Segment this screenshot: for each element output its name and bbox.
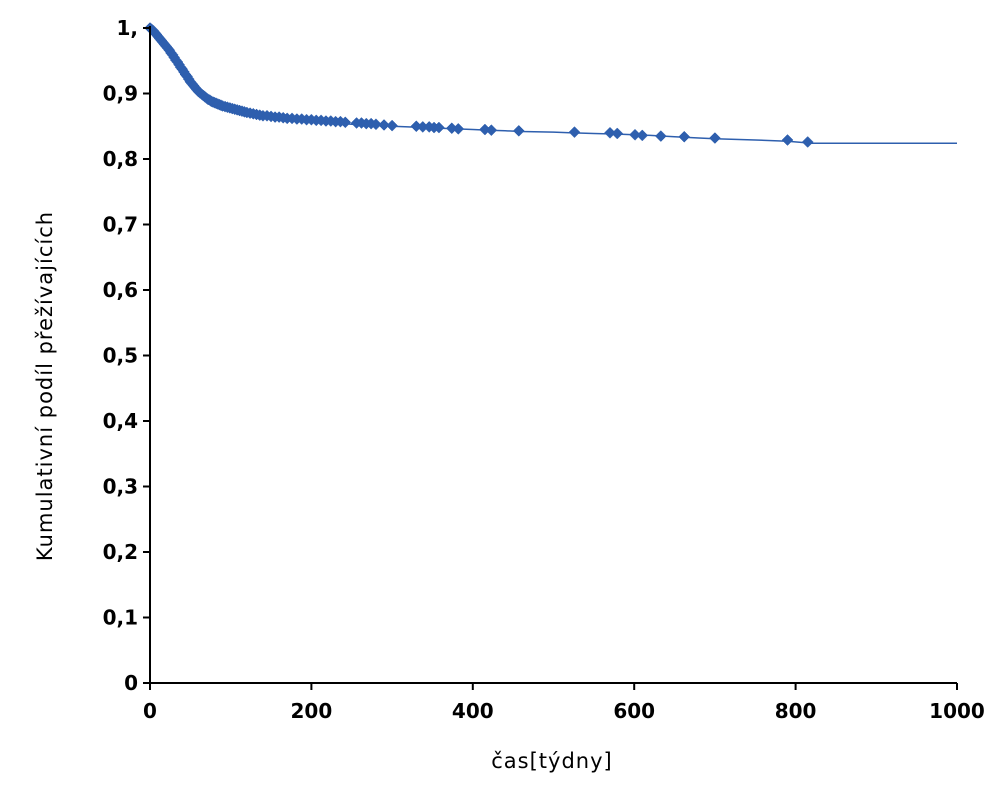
y-tick-label: 0,2	[103, 540, 138, 564]
data-point-marker	[568, 126, 581, 138]
data-point-marker	[629, 128, 641, 141]
data-point-marker	[611, 127, 624, 140]
y-axis-ticks: 0 0,1 0,2 0,3 0,4 0,5 0,6 0,7 0,8 0,9 1,	[103, 16, 150, 695]
y-tick-label: 0,1	[103, 606, 138, 630]
y-tick-label: 0,7	[103, 213, 138, 237]
data-point-marker	[678, 130, 691, 143]
x-tick-label: 800	[775, 699, 817, 723]
x-tick-label: 0	[143, 699, 157, 723]
data-layer	[144, 22, 957, 148]
y-tick-label: 0,5	[103, 344, 138, 368]
data-point-marker	[370, 118, 382, 131]
data-point-marker	[781, 134, 794, 146]
x-tick-label: 600	[613, 699, 655, 723]
x-axis-ticks: 0 200 400 600 800 1000	[143, 683, 985, 723]
axis-layer	[149, 26, 957, 684]
y-tick-label: 1,	[116, 16, 138, 40]
x-tick-label: 1000	[929, 699, 985, 723]
y-tick-label: 0	[124, 671, 138, 695]
data-point-marker	[339, 116, 352, 129]
y-axis-title: Kumulativní podíl přežívajících	[33, 211, 57, 561]
y-tick-label: 0,3	[103, 475, 138, 499]
data-point-marker	[378, 119, 390, 131]
data-point-marker	[485, 124, 498, 137]
data-point-marker	[709, 132, 721, 144]
y-tick-label: 0,4	[103, 409, 138, 433]
data-point-marker	[654, 130, 667, 142]
x-tick-label: 200	[291, 699, 333, 723]
data-point-marker	[636, 129, 649, 142]
y-tick-label: 0,6	[103, 278, 138, 302]
survival-curve-line	[149, 27, 957, 145]
data-point-marker	[801, 136, 814, 148]
y-tick-label: 0,9	[103, 82, 138, 106]
x-axis-title: čas[týdny]	[491, 749, 612, 773]
data-point-marker	[452, 123, 465, 135]
data-point-marker	[512, 124, 525, 137]
data-point-marker	[386, 119, 398, 132]
data-point-marker	[433, 121, 445, 134]
y-tick-label: 0,8	[103, 147, 138, 171]
x-tick-label: 400	[452, 699, 494, 723]
data-point-marker	[604, 126, 616, 139]
